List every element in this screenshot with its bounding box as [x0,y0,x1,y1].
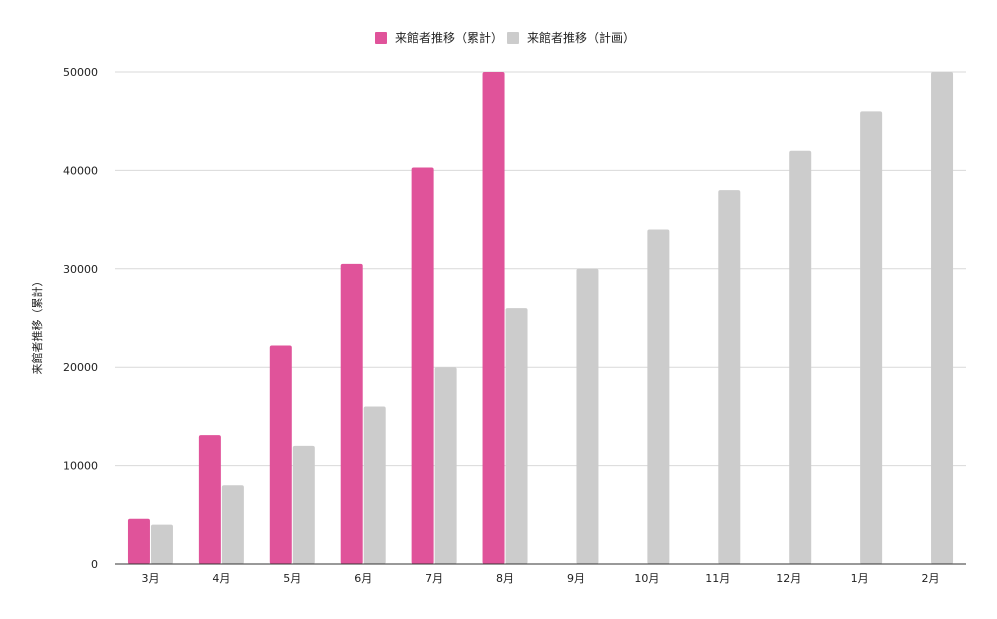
bar-cumulative [411,167,434,564]
x-tick-label: 8月 [496,572,514,585]
x-tick-label: 9月 [567,572,585,585]
bar-plan [718,190,741,564]
gridlines [115,71,966,467]
legend-swatch [507,32,519,44]
bar-cumulative [269,345,292,564]
bar-plan [363,406,386,564]
x-tick-label: 6月 [354,572,372,585]
x-tick-label: 12月 [776,572,801,585]
bar-cumulative [198,435,221,564]
bar-cumulative [127,518,150,564]
x-tick-label: 10月 [634,572,659,585]
legend-swatch [375,32,387,44]
axes: 0 10000 20000 30000 40000 50000 3月 4月 5月 6月 7月 8月 9月… [63,66,966,585]
bar-plan [434,367,457,564]
bar-plan [931,72,954,564]
bar-plan [789,150,812,564]
y-tick-label: 0 [91,558,98,571]
legend-label: 来館者推移（計画） [527,30,635,45]
bars [127,72,954,565]
y-tick-label: 40000 [63,164,98,177]
y-tick-label: 10000 [63,460,98,473]
bar-cumulative [482,72,505,564]
y-tick-label: 50000 [63,66,98,79]
x-tick-label: 5月 [283,572,301,585]
y-axis-title: 来館者推移（累計） [30,276,44,375]
bar-cumulative [340,263,363,564]
bar-plan [576,268,599,564]
bar-plan [292,445,315,564]
legend: 来館者推移（累計） 来館者推移（計画） [375,30,635,45]
x-tick-label: 3月 [141,572,159,585]
bar-plan [221,485,244,564]
x-tick-label: 11月 [705,572,730,585]
legend-label: 来館者推移（累計） [395,30,503,45]
bar-plan [647,229,670,564]
x-tick-label: 2月 [922,572,940,585]
y-tick-label: 20000 [63,361,98,374]
x-tick-label: 1月 [851,572,869,585]
y-tick-label: 30000 [63,263,98,276]
x-tick-label: 7月 [425,572,443,585]
bar-plan [860,111,883,565]
bar-plan [150,524,173,564]
x-tick-label: 4月 [212,572,230,585]
bar-plan [505,308,528,564]
